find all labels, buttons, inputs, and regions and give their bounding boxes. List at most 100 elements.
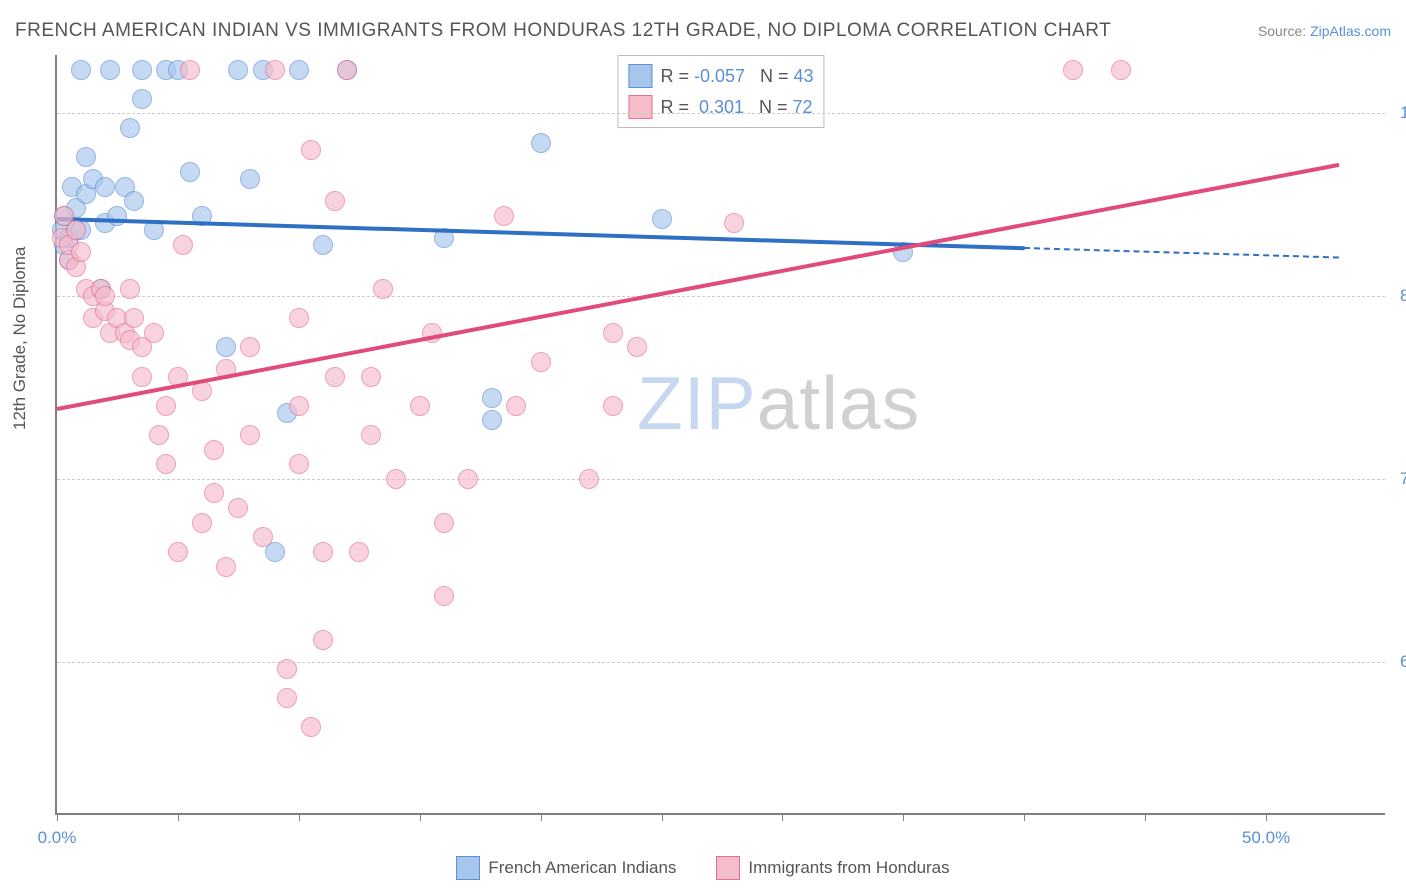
x-tick [178, 813, 179, 821]
scatter-point [277, 688, 297, 708]
scatter-point [192, 513, 212, 533]
y-axis-label: 12th Grade, No Diploma [10, 247, 30, 430]
gridline [57, 479, 1385, 480]
scatter-point [603, 396, 623, 416]
x-tick [57, 813, 58, 821]
y-tick-label: 87.5% [1390, 286, 1406, 306]
scatter-point [373, 279, 393, 299]
scatter-point [124, 308, 144, 328]
source-link[interactable]: ZipAtlas.com [1310, 23, 1391, 39]
scatter-point [66, 220, 86, 240]
scatter-point [132, 60, 152, 80]
scatter-point [458, 469, 478, 489]
gridline [57, 296, 1385, 297]
scatter-point [180, 60, 200, 80]
scatter-point [204, 440, 224, 460]
scatter-point [240, 337, 260, 357]
legend-swatch [628, 64, 652, 88]
scatter-point [652, 209, 672, 229]
scatter-point [494, 206, 514, 226]
scatter-point [132, 89, 152, 109]
trend-line [57, 163, 1339, 411]
scatter-point [337, 60, 357, 80]
y-tick-label: 75.0% [1390, 469, 1406, 489]
legend-row-series2: R = 0.301 N = 72 [628, 92, 813, 123]
x-tick-label: 0.0% [38, 828, 77, 848]
scatter-point [168, 542, 188, 562]
scatter-point [100, 60, 120, 80]
scatter-point [349, 542, 369, 562]
scatter-point [240, 425, 260, 445]
source-attribution: Source: ZipAtlas.com [1258, 23, 1391, 39]
scatter-point [325, 191, 345, 211]
scatter-plot-area: ZIPatlas R = -0.057 N = 43 R = 0.301 N =… [55, 55, 1385, 815]
scatter-point [173, 235, 193, 255]
scatter-point [313, 235, 333, 255]
scatter-point [289, 308, 309, 328]
x-tick [541, 813, 542, 821]
x-tick [1024, 813, 1025, 821]
legend-swatch [628, 95, 652, 119]
scatter-point [579, 469, 599, 489]
scatter-point [71, 60, 91, 80]
scatter-point [531, 352, 551, 372]
scatter-point [265, 60, 285, 80]
scatter-point [95, 177, 115, 197]
trend-line [57, 217, 1024, 250]
legend-swatch [716, 856, 740, 880]
scatter-point [156, 454, 176, 474]
scatter-point [156, 396, 176, 416]
scatter-point [149, 425, 169, 445]
legend-label: Immigrants from Honduras [748, 858, 949, 878]
chart-title: FRENCH AMERICAN INDIAN VS IMMIGRANTS FRO… [15, 20, 1111, 42]
scatter-point [76, 147, 96, 167]
scatter-point [301, 140, 321, 160]
scatter-point [289, 60, 309, 80]
scatter-point [277, 659, 297, 679]
x-tick-label: 50.0% [1242, 828, 1290, 848]
x-tick [299, 813, 300, 821]
scatter-point [603, 323, 623, 343]
x-tick [1145, 813, 1146, 821]
scatter-point [434, 586, 454, 606]
scatter-point [216, 337, 236, 357]
x-tick [903, 813, 904, 821]
scatter-point [410, 396, 430, 416]
scatter-point [361, 425, 381, 445]
scatter-point [361, 367, 381, 387]
scatter-point [301, 717, 321, 737]
legend-row-series1: R = -0.057 N = 43 [628, 61, 813, 92]
scatter-point [386, 469, 406, 489]
scatter-point [216, 557, 236, 577]
scatter-point [627, 337, 647, 357]
scatter-point [1063, 60, 1083, 80]
scatter-point [434, 513, 454, 533]
scatter-point [253, 527, 273, 547]
scatter-point [313, 542, 333, 562]
scatter-point [289, 454, 309, 474]
gridline [57, 662, 1385, 663]
correlation-legend: R = -0.057 N = 43 R = 0.301 N = 72 [617, 55, 824, 128]
scatter-point [1111, 60, 1131, 80]
scatter-point [724, 213, 744, 233]
scatter-point [482, 410, 502, 430]
scatter-point [204, 483, 224, 503]
x-tick [1266, 813, 1267, 821]
scatter-point [144, 323, 164, 343]
scatter-point [289, 396, 309, 416]
scatter-point [132, 367, 152, 387]
chart-header: FRENCH AMERICAN INDIAN VS IMMIGRANTS FRO… [15, 20, 1391, 42]
scatter-point [531, 133, 551, 153]
y-tick-label: 62.5% [1390, 652, 1406, 672]
scatter-point [228, 60, 248, 80]
x-tick [420, 813, 421, 821]
scatter-point [482, 388, 502, 408]
gridline [57, 113, 1385, 114]
scatter-point [240, 169, 260, 189]
legend-swatch [456, 856, 480, 880]
x-tick [662, 813, 663, 821]
series-legend: French American Indians Immigrants from … [0, 856, 1406, 880]
x-tick [782, 813, 783, 821]
legend-item: French American Indians [456, 856, 676, 880]
scatter-point [107, 206, 127, 226]
